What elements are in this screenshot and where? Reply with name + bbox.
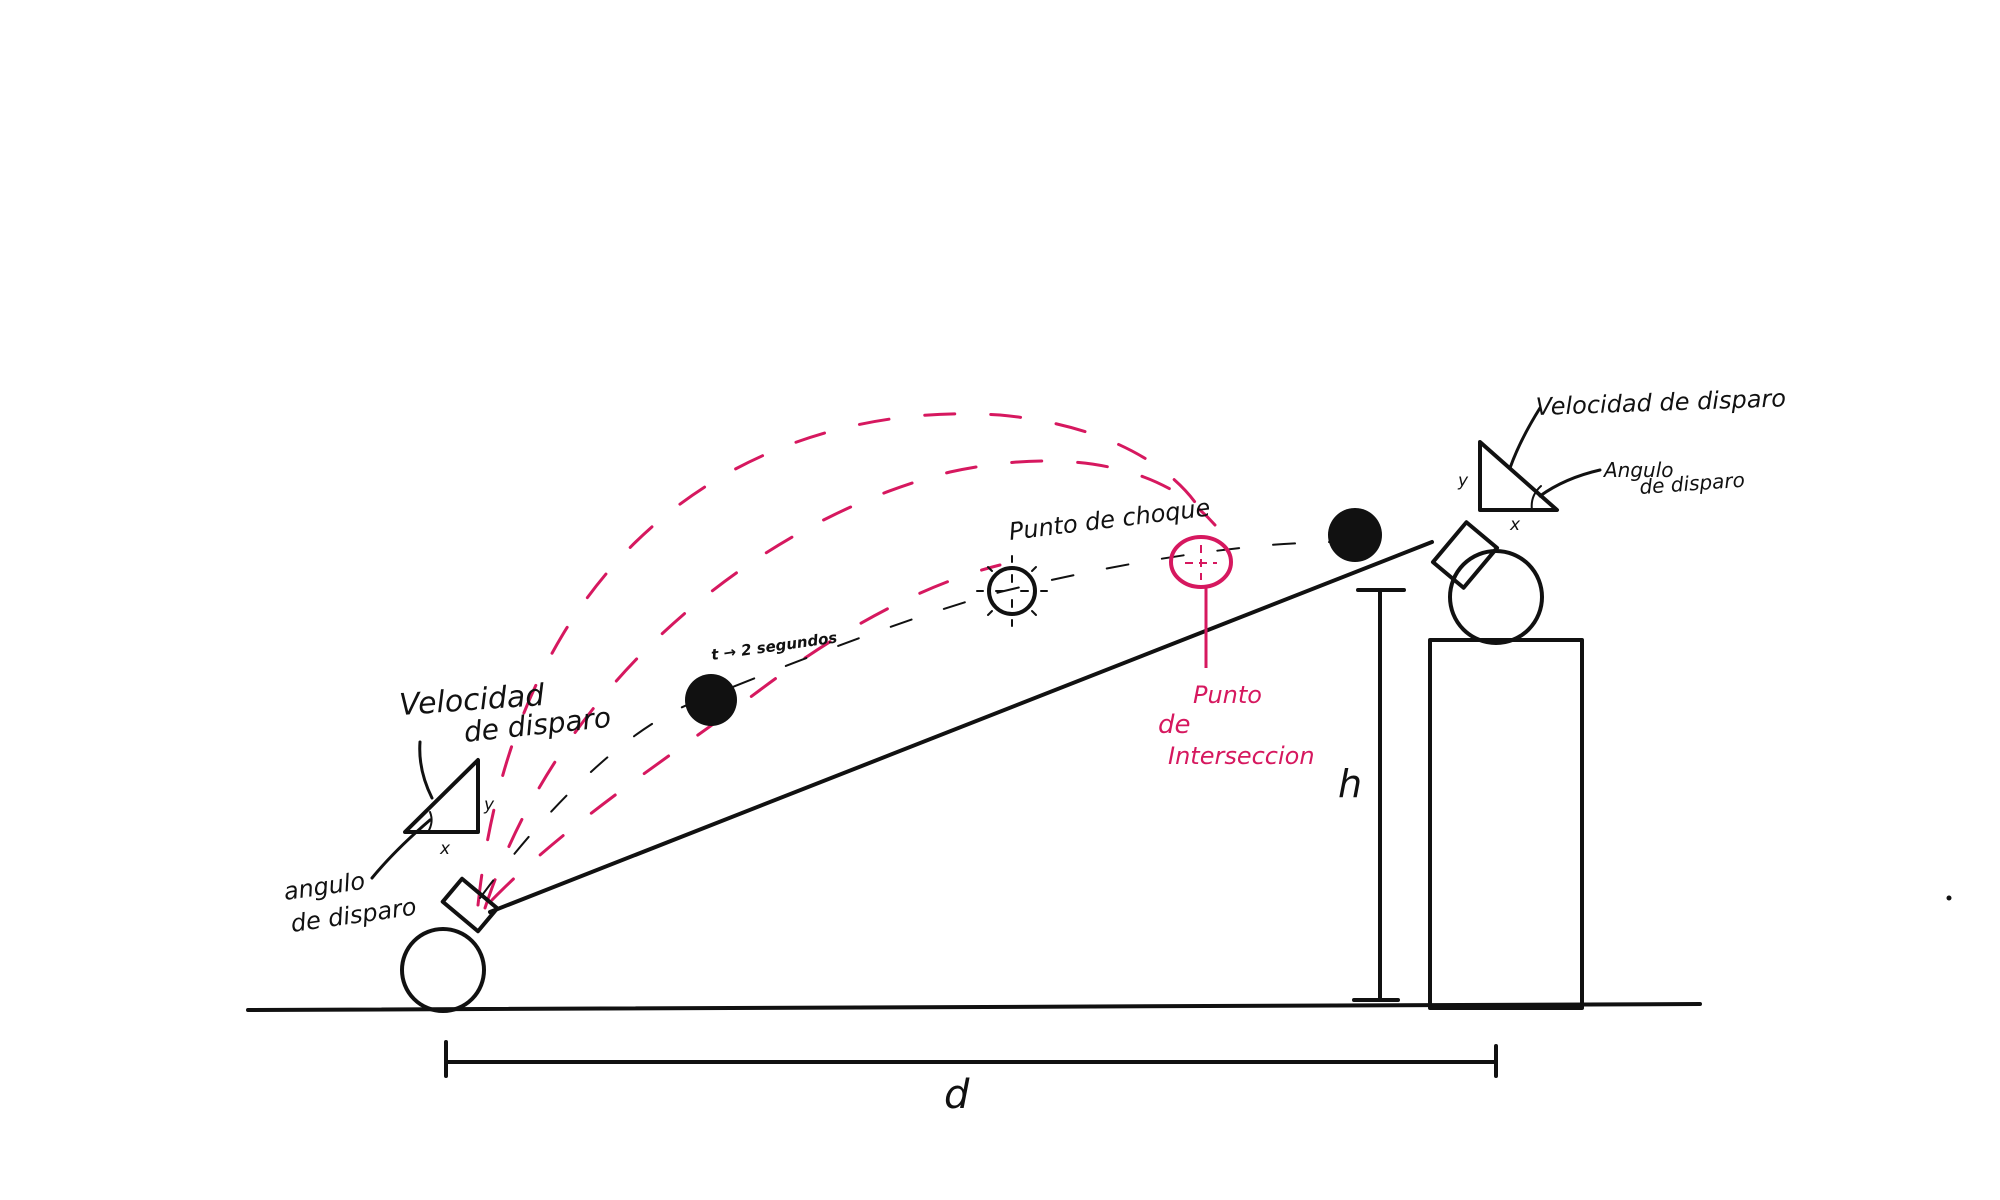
intersection-label-line3: Interseccion <box>1168 742 1315 770</box>
height-label: h <box>1338 762 1362 806</box>
right-tower <box>1428 638 1584 1010</box>
trajectory-low <box>490 563 1002 902</box>
left-cannon <box>400 876 500 1013</box>
intersection-label-line1: Punto <box>1193 681 1262 709</box>
right-triangle-y-label: y <box>1457 471 1469 491</box>
impact-point <box>976 555 1048 627</box>
right-cannon-barrel <box>1430 520 1500 590</box>
height-dimension <box>1352 588 1406 1002</box>
right-cannon-wheel <box>1448 549 1544 645</box>
intersection-circle <box>1169 535 1233 589</box>
possible-trajectories <box>476 412 1217 910</box>
intersection-label-line2: de <box>1158 710 1191 740</box>
trajectory-high <box>476 412 1207 907</box>
left-velocity-triangle: x y <box>370 740 495 880</box>
right-velocity-label: Velocidad de disparo <box>1535 384 1786 421</box>
intersection-point <box>1169 535 1233 668</box>
right-angle-label-line1: Angulo <box>1602 458 1674 482</box>
left-cannon-wheel <box>400 927 486 1013</box>
stray-mark <box>1946 895 1952 901</box>
ground-line <box>246 1002 1702 1012</box>
left-triangle-y-label: y <box>483 795 495 815</box>
projectile-left <box>685 674 737 726</box>
left-cannon-barrel <box>440 876 500 934</box>
projectile-right <box>1328 508 1382 562</box>
left-triangle-x-label: x <box>439 839 451 859</box>
impact-circle <box>987 566 1037 616</box>
distance-label: d <box>944 1072 970 1118</box>
distance-dimension <box>444 1040 1498 1078</box>
impact-label: Punto de choque <box>1007 493 1211 545</box>
right-cannon <box>1430 520 1544 645</box>
time-label: t → 2 segundos <box>710 628 838 664</box>
right-triangle-x-label: x <box>1509 515 1521 535</box>
line-of-sight <box>488 540 1434 914</box>
right-velocity-triangle: x y <box>1457 406 1602 535</box>
